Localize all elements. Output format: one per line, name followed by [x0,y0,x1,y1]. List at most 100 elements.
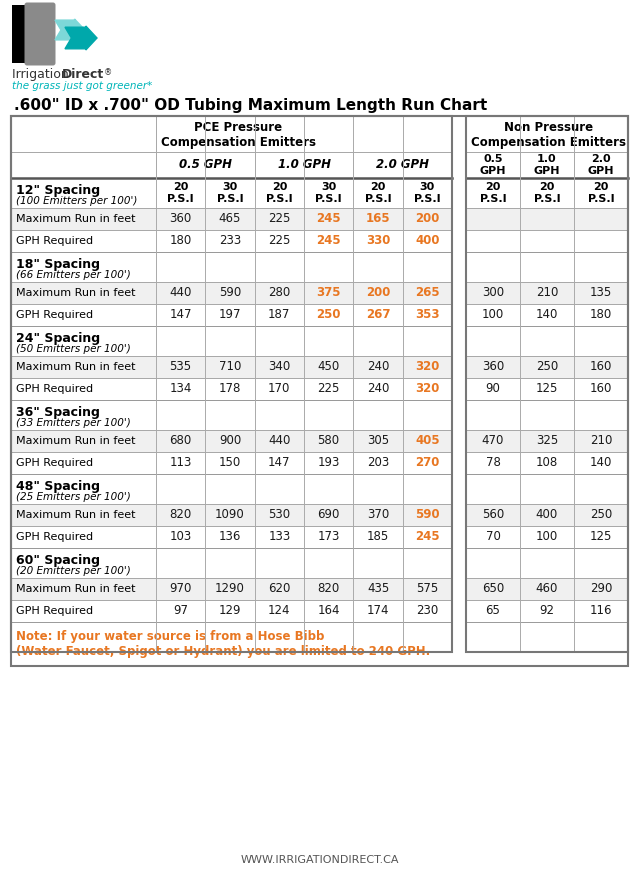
Text: 30
P.S.I: 30 P.S.I [414,182,441,204]
Text: 136: 136 [219,531,241,544]
Text: 360: 360 [170,212,192,225]
Text: 970: 970 [170,582,192,595]
Text: (20 Emitters per 100'): (20 Emitters per 100') [16,566,131,576]
Text: Maximum Run in feet: Maximum Run in feet [16,436,136,446]
Text: 210: 210 [590,434,612,447]
Bar [466,152,520,178]
Text: 375: 375 [316,287,341,300]
Bar [11,116,628,666]
Bar [466,178,520,208]
Text: 125: 125 [536,383,558,396]
Text: 470: 470 [482,434,504,447]
Text: 530: 530 [268,509,291,522]
Bar [11,282,452,304]
Text: 108: 108 [536,456,558,469]
Text: (66 Emitters per 100'): (66 Emitters per 100') [16,270,131,280]
Text: 133: 133 [268,531,291,544]
Text: 170: 170 [268,383,291,396]
Text: 370: 370 [367,509,389,522]
Text: 240: 240 [367,383,389,396]
Text: 100: 100 [482,309,504,322]
Text: 650: 650 [482,582,504,595]
Bar [11,504,452,526]
Text: 710: 710 [219,360,241,373]
Polygon shape [55,19,85,41]
Text: 560: 560 [482,509,504,522]
Bar [11,356,452,378]
Text: 165: 165 [365,212,390,225]
Text: 200: 200 [415,212,440,225]
Bar [11,474,452,504]
Text: 210: 210 [536,287,558,300]
Text: 400: 400 [536,509,558,522]
Text: 230: 230 [416,605,438,618]
Text: 1.0
GPH: 1.0 GPH [534,154,560,176]
Text: GPH Required: GPH Required [16,236,93,246]
Text: 233: 233 [219,234,241,247]
Text: 225: 225 [268,212,291,225]
Text: 60" Spacing: 60" Spacing [16,554,100,567]
Text: Irrigation: Irrigation [12,68,73,81]
Text: 2.0
GPH: 2.0 GPH [588,154,614,176]
Text: 590: 590 [415,509,440,522]
Text: 134: 134 [170,383,192,396]
Text: 103: 103 [170,531,192,544]
Text: 174: 174 [367,605,389,618]
Bar [466,474,628,504]
Text: 405: 405 [415,434,440,447]
Bar [11,152,156,178]
Text: 12" Spacing: 12" Spacing [16,184,100,197]
Text: GPH Required: GPH Required [16,384,93,394]
Bar [466,378,628,400]
Bar [466,230,628,252]
Text: 113: 113 [170,456,192,469]
Bar [11,578,452,600]
Text: 270: 270 [415,456,440,469]
Bar [466,178,628,208]
Text: 150: 150 [219,456,241,469]
Text: 0.5 GPH: 0.5 GPH [179,158,232,171]
Bar [466,116,628,652]
Bar [11,400,452,430]
Text: 124: 124 [268,605,291,618]
Bar [205,178,255,208]
Text: Maximum Run in feet: Maximum Run in feet [16,362,136,372]
Text: 129: 129 [219,605,241,618]
Text: 20
P.S.I: 20 P.S.I [167,182,194,204]
Text: 20
P.S.I: 20 P.S.I [266,182,292,204]
Bar [11,326,452,356]
Text: Maximum Run in feet: Maximum Run in feet [16,214,136,224]
Bar [466,600,628,622]
Bar [11,548,452,578]
Text: 820: 820 [317,582,340,595]
Text: PCE Pressure
Compensation Emitters: PCE Pressure Compensation Emitters [161,121,316,149]
Text: 30
P.S.I: 30 P.S.I [316,182,342,204]
Bar [466,282,628,304]
Text: 1.0 GPH: 1.0 GPH [278,158,330,171]
Text: the grass just got greener*: the grass just got greener* [12,81,152,91]
Bar [466,304,628,326]
Text: 65: 65 [486,605,500,618]
Bar [353,178,403,208]
Text: 164: 164 [317,605,340,618]
Text: 435: 435 [367,582,389,595]
Bar [520,152,574,178]
Text: 460: 460 [536,582,558,595]
Text: 280: 280 [268,287,291,300]
Text: 116: 116 [589,605,612,618]
Text: 70: 70 [486,531,500,544]
Text: 820: 820 [170,509,192,522]
Text: 20
P.S.I: 20 P.S.I [365,182,391,204]
Text: 290: 290 [590,582,612,595]
Bar [466,252,628,282]
Bar [466,430,628,452]
Text: 18" Spacing: 18" Spacing [16,258,100,271]
Text: 180: 180 [170,234,192,247]
Bar [12,5,25,63]
Text: (Water Faucet, Spigot or Hydrant) you are limited to 240 GPH.: (Water Faucet, Spigot or Hydrant) you ar… [16,645,430,658]
Bar [574,178,628,208]
Bar [11,252,452,282]
Text: 590: 590 [219,287,241,300]
Text: 575: 575 [416,582,438,595]
Text: 300: 300 [482,287,504,300]
